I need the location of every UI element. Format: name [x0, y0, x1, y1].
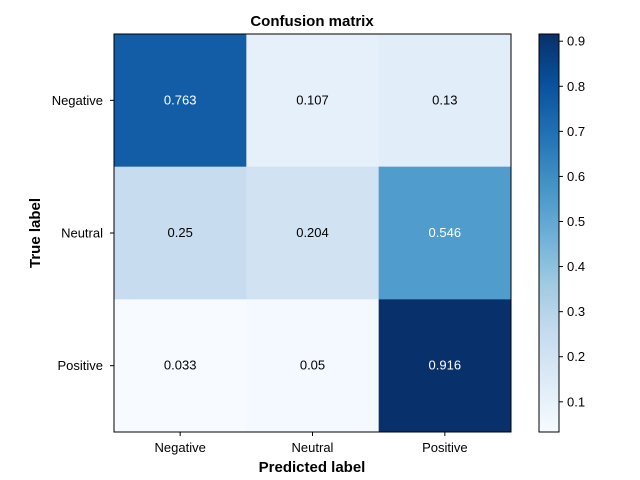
cell-value-label: 0.033 [164, 358, 197, 373]
heatmap-cells [114, 34, 512, 433]
cell-value-label: 0.25 [168, 225, 193, 240]
y-axis-ticks: Negative Neutral Positive [52, 93, 114, 373]
heatmap-cell-labels: 0.763 0.107 0.13 0.25 0.204 0.546 0.033 0.05 0.9… [164, 92, 461, 372]
cell-value-label: 0.763 [164, 92, 197, 107]
heatmap-cell [246, 166, 380, 300]
cell-value-label: 0.05 [300, 358, 325, 373]
cell-value-label: 0.13 [432, 92, 457, 107]
x-axis-label: Predicted label [259, 459, 366, 476]
y-axis-label: True label [27, 198, 44, 268]
colorbar [538, 33, 560, 433]
heatmap-cell [246, 299, 380, 433]
heatmap-cell [378, 166, 512, 300]
heatmap-cell [246, 34, 380, 168]
x-tick-label: Positive [422, 440, 468, 455]
colorbar-ticks: 0.1 0.2 0.3 0.4 0.5 0.6 0.7 0.8 0.9 [559, 34, 585, 409]
y-tick-label: Neutral [61, 226, 103, 241]
colorbar-tick-label: 0.5 [567, 214, 585, 229]
heatmap-cell [378, 299, 512, 433]
cell-value-label: 0.916 [429, 358, 462, 373]
colorbar-tick-label: 0.8 [567, 79, 585, 94]
x-tick-label: Neutral [292, 440, 334, 455]
x-axis-ticks: Negative Neutral Positive [155, 432, 468, 455]
colorbar-tick-label: 0.4 [567, 259, 585, 274]
chart-title: Confusion matrix [250, 13, 374, 30]
cell-value-label: 0.546 [429, 225, 462, 240]
x-tick-label: Negative [155, 440, 206, 455]
colorbar-tick-label: 0.1 [567, 394, 585, 409]
y-tick-label: Negative [52, 93, 103, 108]
heatmap-cell [114, 34, 247, 168]
heatmap-cell [114, 299, 247, 433]
colorbar-tick-label: 0.6 [567, 169, 585, 184]
colorbar-tick-label: 0.7 [567, 124, 585, 139]
heatmap-cell [114, 166, 247, 300]
colorbar-tick-label: 0.9 [567, 34, 585, 49]
cell-value-label: 0.107 [296, 92, 329, 107]
y-tick-label: Positive [57, 358, 103, 373]
colorbar-tick-label: 0.3 [567, 304, 585, 319]
cell-value-label: 0.204 [296, 225, 329, 240]
colorbar-tick-label: 0.2 [567, 349, 585, 364]
heatmap-cell [378, 34, 512, 168]
